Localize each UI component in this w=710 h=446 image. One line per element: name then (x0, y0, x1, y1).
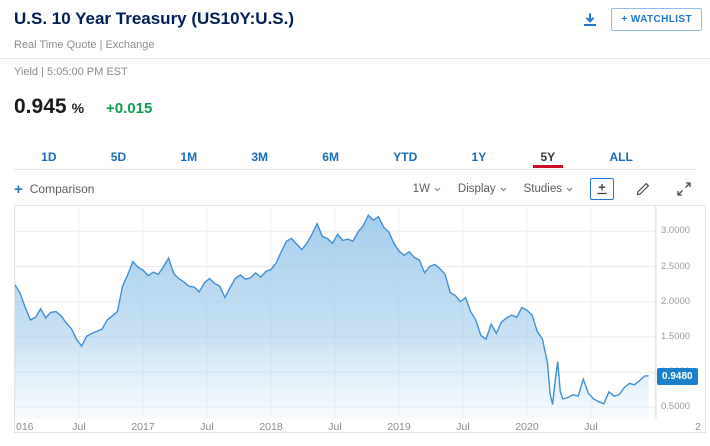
header-divider (0, 58, 710, 59)
fullscreen-button[interactable] (672, 178, 696, 200)
x-axis-label: Jul (584, 421, 598, 433)
tab-1d[interactable]: 1D (41, 150, 57, 164)
chevron-down-icon (434, 187, 441, 191)
range-tabs: 1D 5D 1M 3M 6M YTD 1Y 5Y ALL (14, 147, 660, 170)
last-value-badge: 0.9480 (657, 367, 698, 385)
x-axis-label: Jul (72, 421, 86, 433)
x-axis-label: 2 (695, 421, 701, 433)
y-axis-label: 2.0000 (661, 295, 691, 307)
tab-6m[interactable]: 6M (322, 150, 339, 164)
download-icon (584, 13, 597, 26)
x-axis-label: 2018 (259, 421, 283, 433)
header-actions: + WATCHLIST (579, 8, 702, 31)
tab-3m[interactable]: 3M (251, 150, 269, 164)
tab-5d[interactable]: 5D (110, 150, 127, 164)
price-row: 0.945 % +0.015 (14, 95, 152, 119)
display-label: Display (457, 183, 496, 195)
comparison-button[interactable]: + Comparison (14, 182, 94, 197)
yield-area-fill (15, 215, 649, 419)
x-axis-label: 2020 (515, 421, 539, 433)
x-axis-label: Jul (328, 421, 342, 433)
tab-1m[interactable]: 1M (180, 150, 198, 164)
page-title: U.S. 10 Year Treasury (US10Y:U.S.) (14, 9, 295, 28)
toolbar-right: 1W Display Studies (413, 178, 696, 200)
comparison-label: Comparison (29, 182, 95, 196)
watchlist-button[interactable]: + WATCHLIST (611, 8, 702, 31)
y-axis-label: 1.5000 (661, 330, 691, 342)
x-axis-label: Jul (456, 421, 470, 433)
chevron-down-icon (566, 187, 573, 191)
download-button[interactable] (579, 9, 601, 31)
yield-line (15, 214, 649, 405)
yield-unit: % (71, 100, 85, 116)
yield-value: 0.945 (14, 95, 67, 118)
x-axis-label: 016 (16, 421, 34, 433)
tab-all[interactable]: ALL (609, 150, 633, 164)
interval-dropdown[interactable]: 1W (413, 183, 441, 195)
studies-label: Studies (523, 183, 562, 195)
chart-toolbar: + Comparison 1W Display Studies (14, 176, 696, 202)
studies-dropdown[interactable]: Studies (524, 183, 573, 195)
chevron-down-icon (500, 187, 507, 191)
interval-label: 1W (412, 183, 430, 195)
display-dropdown[interactable]: Display (458, 183, 507, 195)
quote-subtitle: Real Time Quote | Exchange (14, 39, 155, 51)
tab-1y[interactable]: 1Y (471, 150, 487, 164)
pencil-icon (636, 182, 650, 196)
x-axis-label: 2019 (387, 421, 411, 433)
crosshair-tool-button[interactable] (590, 178, 614, 200)
y-axis-label: 3.0000 (661, 225, 691, 237)
tab-ytd[interactable]: YTD (393, 150, 418, 164)
tabs-divider (14, 169, 696, 170)
y-axis-label: 0.5000 (661, 401, 691, 413)
tab-5y[interactable]: 5Y (532, 147, 564, 168)
yield-area-plot[interactable] (15, 206, 706, 419)
x-axis-label: Jul (200, 421, 214, 433)
crosshair-tool-icon (597, 184, 607, 195)
y-axis-label: 2.5000 (661, 260, 691, 272)
plus-icon: + (14, 180, 23, 198)
expand-icon (677, 182, 691, 196)
quote-meta: Yield | 5:05:00 PM EST (14, 66, 128, 78)
yield-chart[interactable]: 3.00002.50002.00001.50001.00000.5000016J… (14, 205, 706, 433)
x-axis-label: 2017 (131, 421, 155, 433)
draw-tool-button[interactable] (631, 178, 655, 200)
yield-change: +0.015 (106, 100, 153, 117)
